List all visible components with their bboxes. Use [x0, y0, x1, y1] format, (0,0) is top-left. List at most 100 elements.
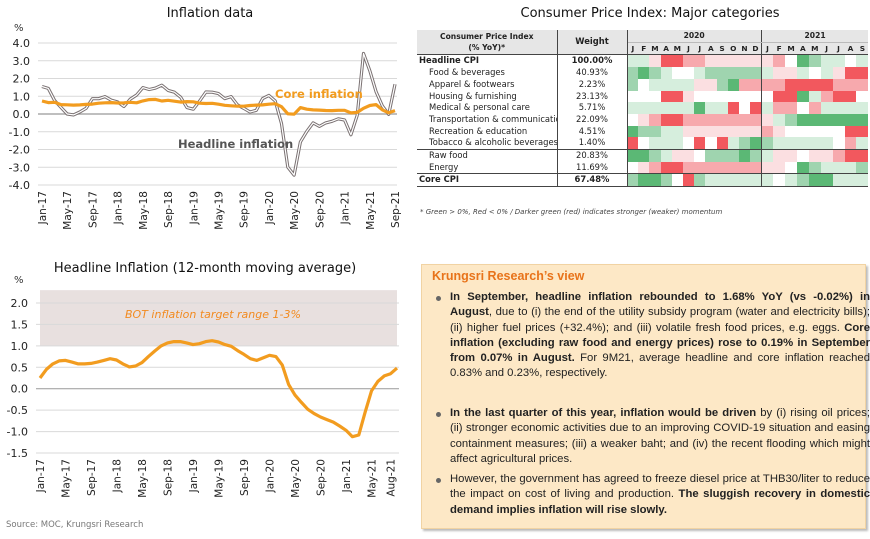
x-tick-label: Jan-19	[188, 459, 200, 493]
row-category-label: Energy	[429, 161, 459, 172]
heatmap-cell	[785, 125, 797, 138]
table-header-month: S	[856, 42, 869, 55]
view-bullet-2: In the last quarter of this year, inflat…	[434, 406, 870, 467]
x-tick-label: Jan-21	[341, 459, 353, 493]
x-tick-label: May-21	[367, 459, 379, 498]
heatmap-cell	[649, 149, 661, 162]
heatmap-cell	[694, 90, 706, 103]
heatmap-cell	[820, 67, 833, 79]
table-row: Housing & furnishing 23.13%	[417, 90, 869, 103]
heatmap-cell	[660, 149, 672, 162]
heatmap-cell	[682, 102, 695, 114]
bullet-bold-text: Core inflation (excluding raw food and e…	[450, 321, 870, 365]
heatmap-cell	[627, 102, 639, 114]
heatmap-cell	[682, 54, 695, 68]
heatmap-cell	[638, 102, 650, 114]
heatmap-cell	[796, 102, 809, 114]
target-range-band	[40, 290, 397, 346]
heatmap-cell	[727, 149, 739, 162]
heatmap-cell	[832, 149, 845, 162]
table-header-month: S	[716, 42, 728, 55]
row-category-label: Transportation & communication	[429, 113, 557, 124]
bullet-text: In September, headline inflation rebound…	[450, 291, 870, 379]
heatmap-cell	[682, 113, 695, 126]
heatmap-cell	[716, 161, 728, 174]
row-weight: 2.23%	[556, 78, 628, 91]
heatmap-cell	[750, 113, 762, 126]
heatmap-cell	[832, 125, 845, 138]
research-view-box: Krungsri Research’s view In September, h…	[421, 264, 870, 529]
heatmap-cell	[705, 78, 717, 91]
heatmap-cell	[671, 113, 683, 126]
heatmap-cell	[694, 161, 706, 174]
heatmap-cell	[638, 149, 650, 162]
heatmap-cell	[638, 67, 650, 79]
heatmap-cell	[760, 149, 774, 162]
core-inflation-label: Core inflation	[275, 87, 363, 101]
heatmap-cell	[638, 78, 650, 91]
view-bullet-3: However, the government has agreed to fr…	[434, 472, 870, 518]
heatmap-cell	[750, 173, 762, 187]
heatmap-cell	[750, 90, 762, 103]
heatmap-cell	[694, 149, 706, 162]
heatmap-cell	[796, 113, 809, 126]
heatmap-cell	[716, 149, 728, 162]
heatmap-cell	[671, 54, 683, 68]
heatmap-cell	[682, 78, 695, 91]
heatmap-cell	[844, 102, 857, 114]
x-tick-label: May-17	[62, 191, 74, 230]
x-tick-label: May-20	[289, 191, 301, 230]
x-tick-label: Sep-19	[239, 191, 251, 228]
table-header-month: A	[660, 42, 672, 55]
y-tick-label: -4.0	[9, 179, 30, 192]
heatmap-cell	[627, 173, 639, 187]
heatmap-cell	[716, 125, 728, 138]
header-line-1: Consumer Price Index	[440, 32, 534, 42]
heatmap-cell	[671, 149, 683, 162]
y-tick-label: 3.0	[13, 55, 31, 68]
heatmap-cell	[638, 54, 650, 68]
row-category-label: Headline CPI	[417, 54, 557, 68]
heatmap-cell	[660, 113, 672, 126]
heatmap-cell	[796, 161, 809, 174]
target-range-label: BOT inflation target range 1-3%	[125, 308, 301, 321]
y-tick-label: -1.5	[7, 447, 28, 460]
x-tick-label: May-18	[137, 459, 149, 498]
heatmap-cell	[716, 78, 728, 91]
headline-inflation-line	[41, 52, 396, 176]
heatmap-cell	[649, 137, 661, 150]
heatmap-cell	[682, 125, 695, 138]
heatmap-cell	[808, 149, 821, 162]
heatmap-cell	[844, 67, 857, 79]
x-tick-label: Jan-19	[188, 191, 200, 225]
row-weight: 5.71%	[556, 102, 628, 114]
x-tick-label: Jan-20	[264, 191, 276, 225]
table-header-month: N	[738, 42, 751, 55]
heatmap-cell	[844, 113, 857, 126]
heatmap-cell	[694, 137, 706, 150]
row-category-label: Core CPI	[417, 173, 557, 187]
heatmap-cell	[627, 78, 639, 91]
heatmap-cell	[682, 90, 695, 103]
table-header-month: A	[844, 42, 857, 55]
heatmap-cell	[844, 90, 857, 103]
heatmap-cell	[627, 113, 639, 126]
heatmap-cell	[682, 67, 695, 79]
table-header-month: M	[671, 42, 683, 55]
heatmap-cell	[738, 67, 751, 79]
heatmap-cell	[856, 102, 869, 114]
heatmap-cell	[716, 137, 728, 150]
y-tick-label: 0.0	[13, 108, 31, 121]
heatmap-cell	[750, 161, 762, 174]
bullet-text: However, the government has agreed to fr…	[450, 473, 870, 516]
x-tick-label: Sep-21	[390, 191, 402, 228]
heatmap-cell	[760, 113, 774, 126]
table-header-month: O	[727, 42, 739, 55]
table-header-month: J	[694, 42, 706, 55]
y-tick-label: 1.0	[13, 90, 31, 103]
heatmap-cell	[738, 137, 751, 150]
heatmap-cell	[727, 90, 739, 103]
heatmap-cell	[820, 78, 833, 91]
heatmap-cell	[785, 113, 797, 126]
x-tick-label: Sep-20	[314, 191, 326, 228]
